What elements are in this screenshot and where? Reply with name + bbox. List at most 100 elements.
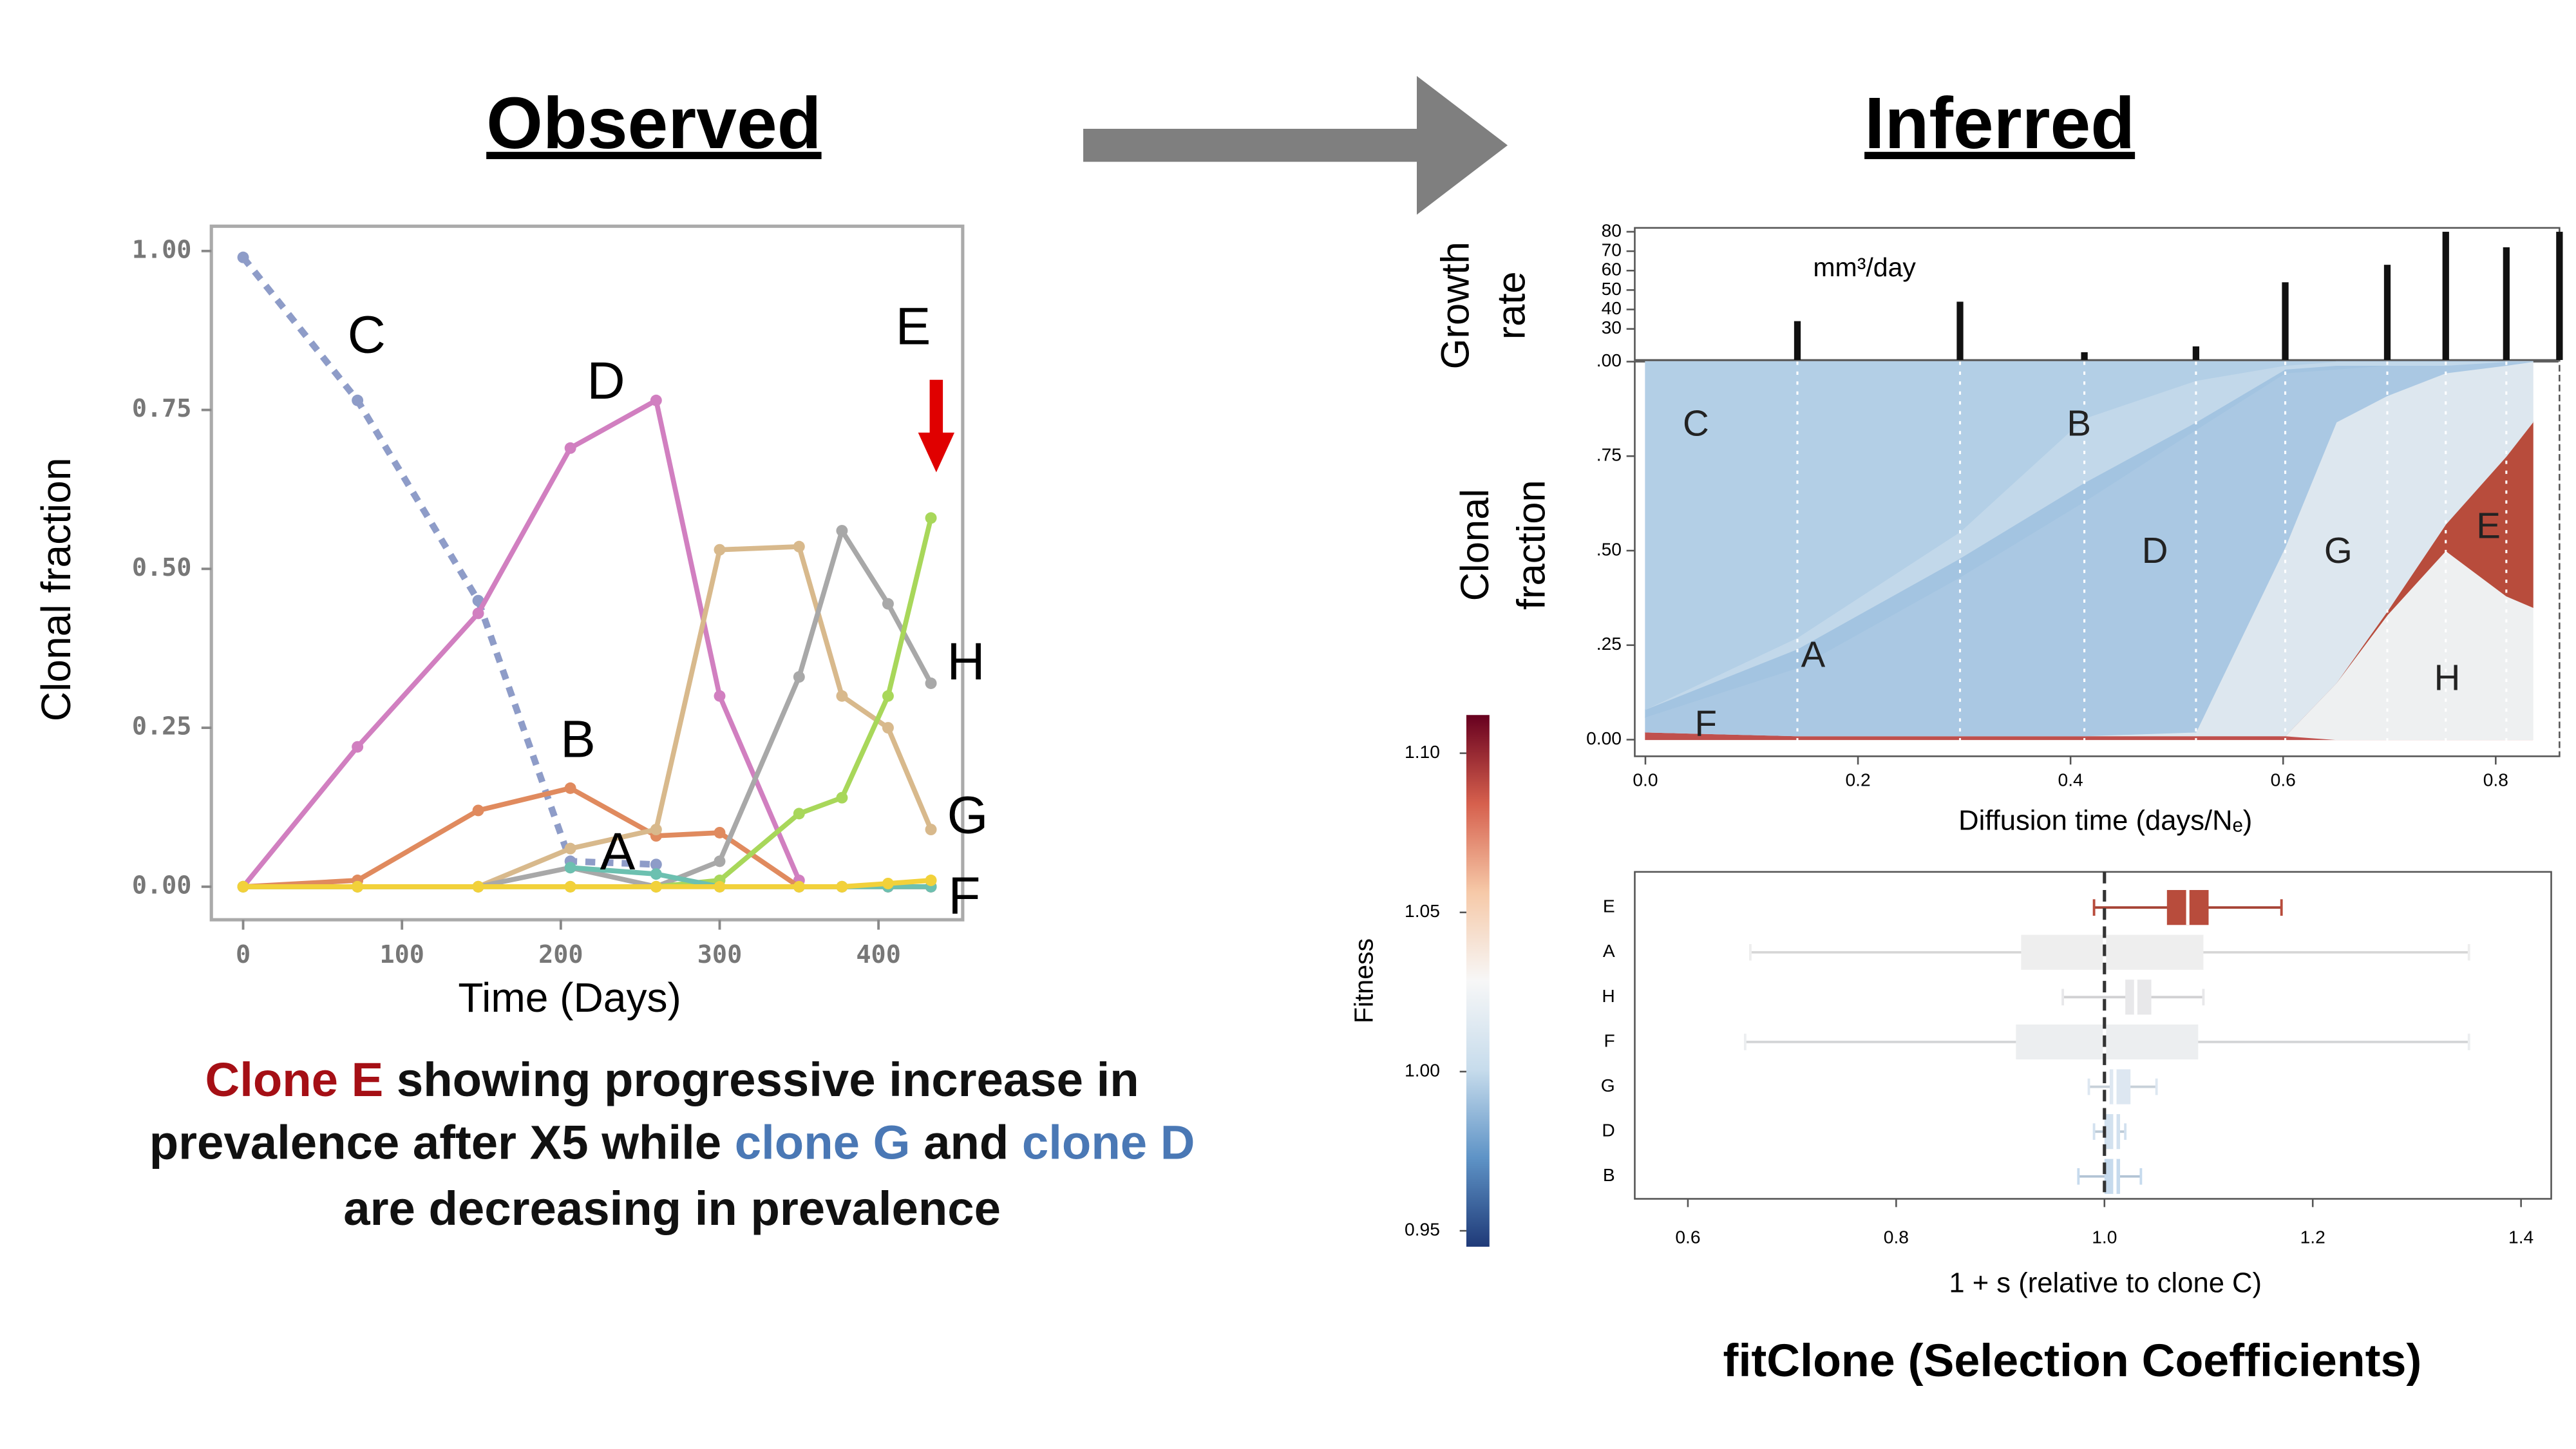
x-tick-label: 300 <box>697 940 742 969</box>
point <box>714 544 726 556</box>
y-tick-label: E <box>1603 896 1615 916</box>
x-tick-label: 0.4 <box>2058 769 2083 790</box>
footer: fitClone (Selection Coefficients) <box>1723 1335 2422 1387</box>
caption-part: clone G <box>735 1115 911 1169</box>
point <box>714 880 726 893</box>
series-line <box>240 255 657 868</box>
clone-label: B <box>560 710 596 769</box>
point <box>237 880 249 893</box>
y-tick-label: .25 <box>1596 633 1622 654</box>
x-tick-label: 0.8 <box>1884 1227 1909 1247</box>
y-tick-label: 0.95 <box>1405 1219 1440 1240</box>
point <box>650 394 662 406</box>
x-tick-label: 1.0 <box>2092 1227 2117 1247</box>
y-tick-label: 70 <box>1602 239 1622 260</box>
x-axis-label: Time (Days) <box>458 974 681 1021</box>
clone-label: H <box>2434 657 2461 697</box>
bar <box>2282 282 2289 360</box>
y-axis-label: fraction <box>1509 480 1553 610</box>
box <box>2016 1024 2199 1060</box>
clone-label: G <box>2324 530 2353 571</box>
x-tick-label: 1.4 <box>2508 1227 2533 1247</box>
clone-label: B <box>2067 402 2091 443</box>
point <box>793 808 805 820</box>
point <box>882 722 894 734</box>
y-tick-label: 1.00 <box>132 235 192 264</box>
x-tick-label: 100 <box>379 940 424 969</box>
bar <box>1956 301 1964 360</box>
point <box>714 690 726 702</box>
point <box>564 442 576 454</box>
point <box>650 880 662 893</box>
point <box>352 394 364 406</box>
colorbar-label: Fitness <box>1349 938 1378 1023</box>
point <box>714 826 726 838</box>
bar <box>2081 352 2088 360</box>
caption-part: showing progressive increase in <box>383 1053 1139 1106</box>
y-tick-label: 50 <box>1602 278 1622 299</box>
point <box>793 880 805 893</box>
x-tick-label: 0.2 <box>1845 769 1870 790</box>
point <box>352 741 364 753</box>
point <box>882 598 894 610</box>
clone-label: F <box>948 867 980 925</box>
point <box>836 791 848 804</box>
bar <box>2383 265 2391 360</box>
arrow <box>1083 75 1508 215</box>
x-tick-label: 400 <box>856 940 900 969</box>
y-tick-label: F <box>1604 1030 1615 1050</box>
y-tick-label: 0.25 <box>132 712 192 741</box>
y-tick-label: 40 <box>1602 298 1622 318</box>
clone-label: F <box>1694 703 1716 744</box>
y-tick-label: A <box>1603 940 1615 961</box>
box <box>2109 1069 2131 1104</box>
y-tick-label: 80 <box>1602 220 1622 240</box>
point <box>650 868 662 880</box>
caption-part: and <box>910 1115 1021 1169</box>
unit-annotation: mm³/day <box>1813 252 1916 282</box>
caption-part: Clone E <box>205 1053 384 1106</box>
x-tick-label: 0 <box>236 940 251 969</box>
y-tick-label: .50 <box>1596 538 1622 559</box>
point <box>472 607 484 620</box>
bar <box>1794 321 1801 360</box>
y-tick-label: 60 <box>1602 259 1622 279</box>
caption-line: Clone E showing progressive increase in <box>205 1053 1139 1106</box>
x-tick-label: 0.8 <box>2483 769 2508 790</box>
clone-label: E <box>2476 505 2501 545</box>
y-axis-label: rate <box>1490 271 1534 339</box>
observed-title: Observed <box>486 82 821 164</box>
box <box>2104 1159 2121 1194</box>
y-axis-label: Growth <box>1433 242 1477 369</box>
point <box>882 877 894 889</box>
point <box>925 875 937 886</box>
y-tick-label: 0.00 <box>1586 728 1622 748</box>
area <box>1645 361 2533 710</box>
point <box>564 842 576 855</box>
point <box>237 251 249 263</box>
point <box>650 824 662 836</box>
clone-label: C <box>1683 402 1709 443</box>
point <box>564 880 576 893</box>
plot-frame <box>1634 227 2561 361</box>
caption-line: prevalence after X5 while clone G and cl… <box>149 1115 1195 1169</box>
point <box>836 525 848 537</box>
x-tick-label: 200 <box>538 940 583 969</box>
y-tick-label: 30 <box>1602 317 1622 337</box>
point <box>793 671 805 683</box>
bar <box>2556 231 2563 360</box>
x-tick-label: 1.2 <box>2300 1227 2325 1247</box>
clone-label: D <box>2142 530 2168 571</box>
bar <box>2442 231 2449 360</box>
x-tick-label: 0.0 <box>1633 769 1658 790</box>
y-tick-label: 0.00 <box>132 871 192 900</box>
clone-label: C <box>348 305 386 364</box>
clone-label: A <box>1801 634 1826 674</box>
y-tick-label: 1.00 <box>1405 1059 1440 1080</box>
x-tick-label: 0.6 <box>1675 1227 1700 1247</box>
point <box>925 677 937 689</box>
point <box>564 782 576 794</box>
y-tick-label: H <box>1602 985 1615 1006</box>
y-tick-label: 1.05 <box>1405 900 1440 921</box>
